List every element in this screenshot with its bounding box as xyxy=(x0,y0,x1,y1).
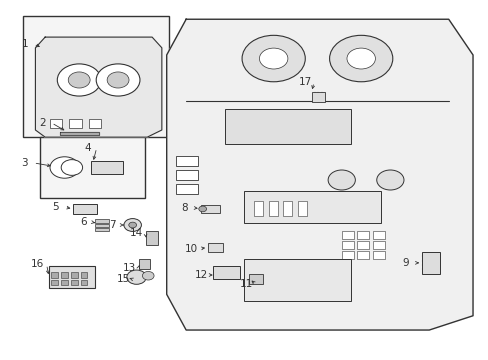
Circle shape xyxy=(50,157,79,178)
Bar xyxy=(23,16,169,137)
Bar xyxy=(95,219,109,223)
Bar xyxy=(81,272,87,278)
Text: 9: 9 xyxy=(402,258,408,268)
Bar xyxy=(268,202,277,216)
Polygon shape xyxy=(166,19,472,330)
Bar xyxy=(341,231,353,239)
Text: 16: 16 xyxy=(31,259,44,269)
Text: 13: 13 xyxy=(123,263,136,273)
Circle shape xyxy=(68,72,90,88)
Bar xyxy=(372,231,384,239)
Bar xyxy=(73,203,97,214)
Bar xyxy=(95,228,109,231)
Bar xyxy=(357,251,369,258)
Circle shape xyxy=(126,270,146,284)
Polygon shape xyxy=(35,37,162,137)
Bar xyxy=(40,137,144,198)
Bar xyxy=(69,119,81,128)
Bar xyxy=(91,161,122,174)
Bar xyxy=(249,274,263,284)
Text: 1: 1 xyxy=(21,39,28,49)
Bar xyxy=(212,266,239,279)
Bar xyxy=(71,272,78,278)
Bar xyxy=(244,191,380,223)
Text: 14: 14 xyxy=(130,228,143,238)
Circle shape xyxy=(61,159,82,175)
Bar xyxy=(89,119,101,128)
Bar xyxy=(357,231,369,239)
Bar xyxy=(71,280,78,285)
Bar xyxy=(207,243,222,252)
Circle shape xyxy=(57,64,101,96)
Bar xyxy=(297,202,306,216)
Bar xyxy=(224,109,351,144)
Bar xyxy=(81,280,87,285)
Text: 8: 8 xyxy=(181,203,187,213)
Circle shape xyxy=(376,170,403,190)
Text: 6: 6 xyxy=(80,217,86,227)
Circle shape xyxy=(123,219,141,231)
Text: 5: 5 xyxy=(52,202,59,212)
Circle shape xyxy=(96,64,140,96)
Bar xyxy=(357,241,369,249)
Text: 10: 10 xyxy=(184,244,197,253)
Bar xyxy=(341,251,353,258)
Circle shape xyxy=(128,222,136,228)
Text: 7: 7 xyxy=(109,220,115,230)
Bar xyxy=(50,119,62,128)
Bar xyxy=(95,224,109,227)
Bar xyxy=(176,156,198,166)
Bar xyxy=(61,272,68,278)
Bar xyxy=(176,184,198,194)
Bar xyxy=(341,241,353,249)
Bar xyxy=(176,170,198,180)
Bar xyxy=(283,202,291,216)
Bar xyxy=(244,258,351,301)
Bar xyxy=(372,241,384,249)
Text: 17: 17 xyxy=(298,77,311,87)
Circle shape xyxy=(346,48,375,69)
Bar xyxy=(61,280,68,285)
Bar xyxy=(146,231,158,245)
Bar xyxy=(372,251,384,258)
Bar xyxy=(201,205,220,213)
Polygon shape xyxy=(60,132,99,135)
Circle shape xyxy=(242,35,305,82)
Text: 4: 4 xyxy=(84,143,91,153)
Bar xyxy=(254,202,263,216)
Circle shape xyxy=(199,206,206,212)
Circle shape xyxy=(259,48,287,69)
Bar xyxy=(311,92,325,102)
Bar xyxy=(49,266,95,288)
Bar xyxy=(139,258,150,269)
Bar xyxy=(421,252,440,274)
Text: 15: 15 xyxy=(117,274,130,284)
Bar xyxy=(51,280,58,285)
Circle shape xyxy=(107,72,129,88)
Circle shape xyxy=(329,35,392,82)
Text: 11: 11 xyxy=(240,279,253,289)
Text: 2: 2 xyxy=(40,118,46,128)
Text: 12: 12 xyxy=(195,270,208,280)
Circle shape xyxy=(142,271,154,280)
Bar xyxy=(51,272,58,278)
Text: 3: 3 xyxy=(21,158,28,168)
Circle shape xyxy=(327,170,355,190)
